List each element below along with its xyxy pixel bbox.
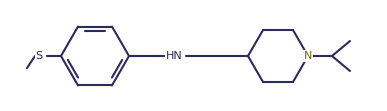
- Text: S: S: [36, 51, 43, 61]
- Text: N: N: [304, 51, 312, 61]
- Text: HN: HN: [166, 51, 182, 61]
